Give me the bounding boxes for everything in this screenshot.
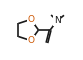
Text: N: N [54, 16, 61, 25]
Text: O: O [27, 15, 34, 24]
Text: O: O [27, 36, 34, 45]
